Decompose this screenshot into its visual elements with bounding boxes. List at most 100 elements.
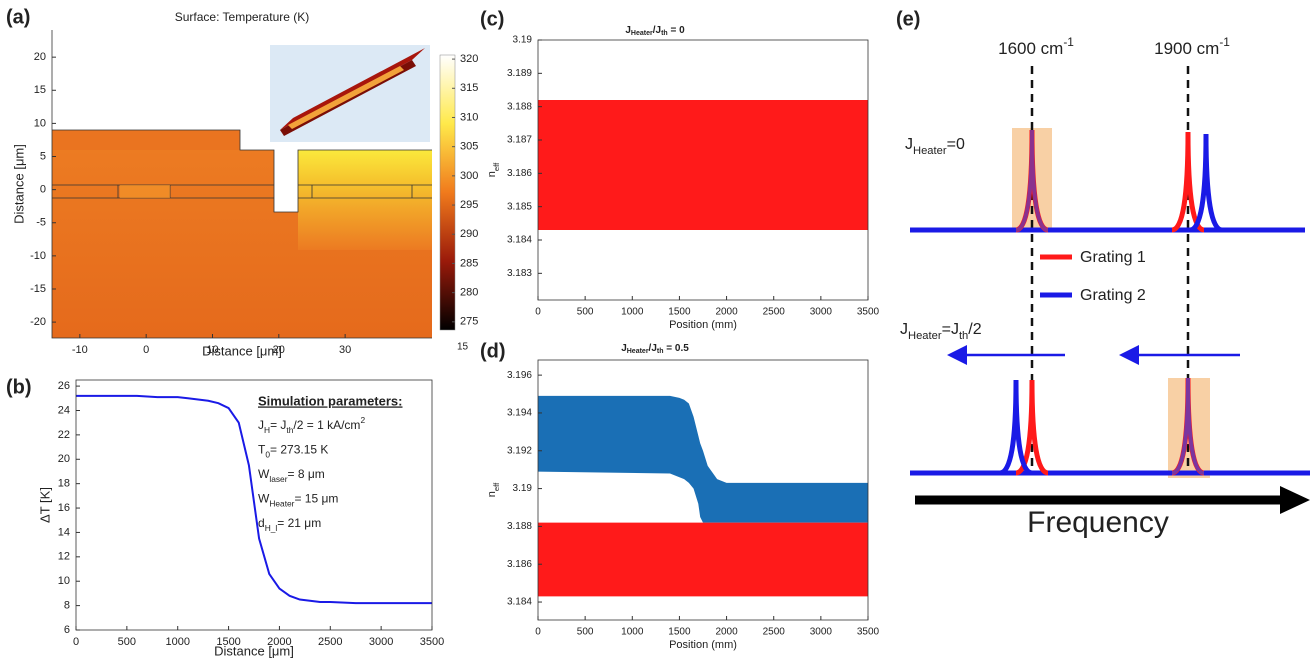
state-label: JHeater=Jth/2 bbox=[900, 321, 982, 342]
x-tick-label: 0 bbox=[73, 636, 79, 648]
plot-frame bbox=[75, 379, 433, 631]
y-tick-label: 18 bbox=[58, 478, 70, 490]
y-tick-label: 3.188 bbox=[507, 521, 532, 532]
text-part: W bbox=[258, 467, 270, 481]
param: dH_l= 21 μm bbox=[258, 516, 321, 533]
text-part: d bbox=[258, 516, 265, 530]
text-part: /J bbox=[653, 25, 661, 36]
text-part: Heater bbox=[908, 330, 942, 342]
text-part: /J bbox=[649, 343, 657, 354]
x-tick-label: 3000 bbox=[369, 636, 393, 648]
y-tick-label: 20 bbox=[58, 453, 70, 465]
x-tick-label: 2500 bbox=[318, 636, 342, 648]
y-axis-label: Distance [μm] bbox=[11, 144, 26, 224]
wavenumber-label: 1900 cm-1 bbox=[1154, 35, 1230, 58]
text-part: -1 bbox=[1063, 35, 1074, 49]
x-tick-label: 1500 bbox=[668, 627, 691, 638]
chart-title: JHeater/Jth = 0.5 bbox=[621, 343, 689, 356]
panel-label: (a) bbox=[6, 6, 30, 28]
colorbar-tick-label: 295 bbox=[460, 199, 478, 211]
text-part: Heater bbox=[269, 499, 294, 509]
text-part: =J bbox=[942, 321, 959, 338]
colorbar-tick-label: 300 bbox=[460, 170, 478, 182]
y-tick-label: 24 bbox=[58, 404, 70, 416]
chart-title: Surface: Temperature (K) bbox=[175, 10, 310, 24]
text-part: n bbox=[486, 171, 498, 177]
plot-frame bbox=[537, 359, 869, 621]
band bbox=[538, 522, 868, 597]
text-part: th bbox=[286, 425, 293, 435]
y-tick-label: 3.186 bbox=[507, 559, 532, 570]
colorbar-tick-label: 280 bbox=[460, 287, 478, 299]
panel-labels: (a) (b) (c) (d) (e) bbox=[6, 6, 920, 398]
colorbar-tick-label: 290 bbox=[460, 228, 478, 240]
text-part: n bbox=[486, 491, 498, 497]
text-part: = 21 μm bbox=[277, 516, 321, 530]
text-part: J bbox=[900, 321, 908, 338]
text-part: Heater bbox=[913, 145, 947, 157]
param: Wlaser= 8 μm bbox=[258, 467, 325, 484]
chart-title: JHeater/Jth = 0 bbox=[625, 25, 685, 38]
text-part: = J bbox=[270, 418, 286, 432]
x-tick-label: 500 bbox=[577, 307, 594, 318]
y-tick-label: 14 bbox=[58, 526, 70, 538]
text-part: -1 bbox=[1219, 35, 1230, 49]
x-tick-label: 3500 bbox=[857, 307, 880, 318]
text-part: 1900 cm bbox=[1154, 39, 1219, 58]
y-tick-label: 3.194 bbox=[507, 408, 532, 419]
text-part: 2 bbox=[360, 415, 365, 425]
x-axis-label: Distance [μm] bbox=[202, 343, 282, 358]
plot-frame bbox=[537, 39, 869, 301]
y-axis-label: neff bbox=[486, 162, 501, 177]
y-tick-label: 3.188 bbox=[507, 101, 532, 112]
colorbar-tick-label: 320 bbox=[460, 53, 478, 65]
axis-line bbox=[51, 30, 432, 339]
y-tick-label: 3.192 bbox=[507, 445, 532, 456]
text-part: J bbox=[905, 136, 913, 153]
text-part: 1600 cm bbox=[998, 39, 1063, 58]
text-part: =0 bbox=[947, 136, 965, 153]
y-tick-label: 6 bbox=[64, 624, 70, 636]
panel-label: (c) bbox=[480, 8, 504, 30]
wavenumber-label: 1600 cm-1 bbox=[998, 35, 1074, 58]
text-part: = 8 μm bbox=[287, 467, 324, 481]
x-tick-label: 0 bbox=[535, 627, 541, 638]
x-tick-label: 3500 bbox=[420, 636, 444, 648]
y-tick-label: 5 bbox=[40, 150, 46, 162]
x-tick-label: 1500 bbox=[216, 636, 240, 648]
x-tick-label: 500 bbox=[118, 636, 136, 648]
x-tick-label: 1000 bbox=[621, 627, 644, 638]
y-axis-label: neff bbox=[486, 482, 501, 497]
state-label: JHeater=0 bbox=[905, 136, 965, 157]
x-tick-label: 2000 bbox=[715, 307, 738, 318]
text-part: /2 = 1 kA/cm bbox=[293, 418, 360, 432]
panel-label: (e) bbox=[896, 8, 920, 30]
param: JH= Jth/2 = 1 kA/cm2 bbox=[258, 415, 365, 435]
band bbox=[538, 100, 868, 230]
text-part: H_l bbox=[265, 523, 278, 533]
x-tick-label: 2500 bbox=[763, 627, 786, 638]
colorbar-tick-label: 275 bbox=[460, 316, 478, 328]
panel-label: (d) bbox=[480, 340, 506, 362]
x-tick-label: 1500 bbox=[668, 307, 691, 318]
x-tick-label: 3000 bbox=[810, 627, 833, 638]
x-tick-label: 1000 bbox=[165, 636, 189, 648]
y-tick-label: 3.189 bbox=[507, 68, 532, 79]
legend-label: Grating 1 bbox=[1080, 249, 1146, 266]
y-tick-label: 3.19 bbox=[513, 35, 533, 46]
y-tick-label: -5 bbox=[36, 217, 46, 229]
axis-label: Frequency bbox=[1027, 506, 1169, 539]
x-tick-label: 2000 bbox=[267, 636, 291, 648]
y-tick-label: 3.196 bbox=[507, 370, 532, 381]
text-part: th bbox=[959, 330, 968, 342]
x-tick-label: 0 bbox=[535, 307, 541, 318]
panel-label: (b) bbox=[6, 376, 32, 398]
x-tick-label: 1000 bbox=[621, 307, 644, 318]
y-tick-label: 3.184 bbox=[507, 235, 532, 246]
text-part: th bbox=[661, 30, 668, 37]
text-part: /2 bbox=[968, 321, 981, 338]
y-tick-label: 3.184 bbox=[507, 597, 532, 608]
text-part: Heater bbox=[631, 30, 653, 37]
colorbar-tick-label: 285 bbox=[460, 257, 478, 269]
